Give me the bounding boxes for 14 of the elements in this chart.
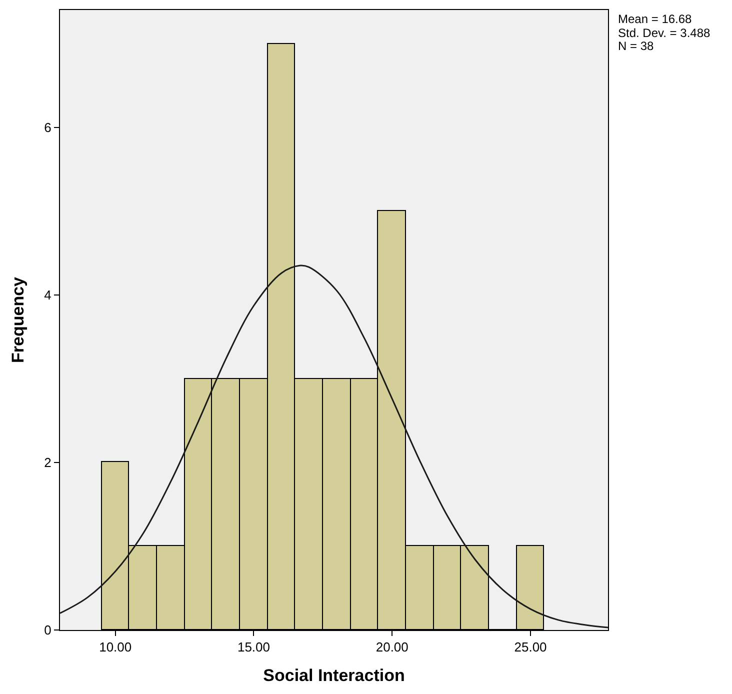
x-tick-label: 25.00 [514, 640, 547, 655]
x-tick-label: 10.00 [99, 640, 132, 655]
x-tick-label: 15.00 [237, 640, 270, 655]
y-tick-label: 2 [44, 454, 52, 470]
text: Std. Dev. = 3.488 [618, 26, 710, 40]
line-series [60, 264, 608, 628]
y-axis-title: Frequency [8, 276, 28, 363]
y-tick-label: 0 [44, 622, 52, 638]
y-tick-label: 4 [44, 287, 52, 302]
x-tick-label: 20.00 [376, 640, 408, 655]
y-tick-label: 6 [44, 120, 52, 135]
text: Mean = 16.68 [618, 12, 692, 26]
x-axis-title: Social Interaction [263, 666, 405, 685]
text: N = 38 [618, 39, 654, 53]
